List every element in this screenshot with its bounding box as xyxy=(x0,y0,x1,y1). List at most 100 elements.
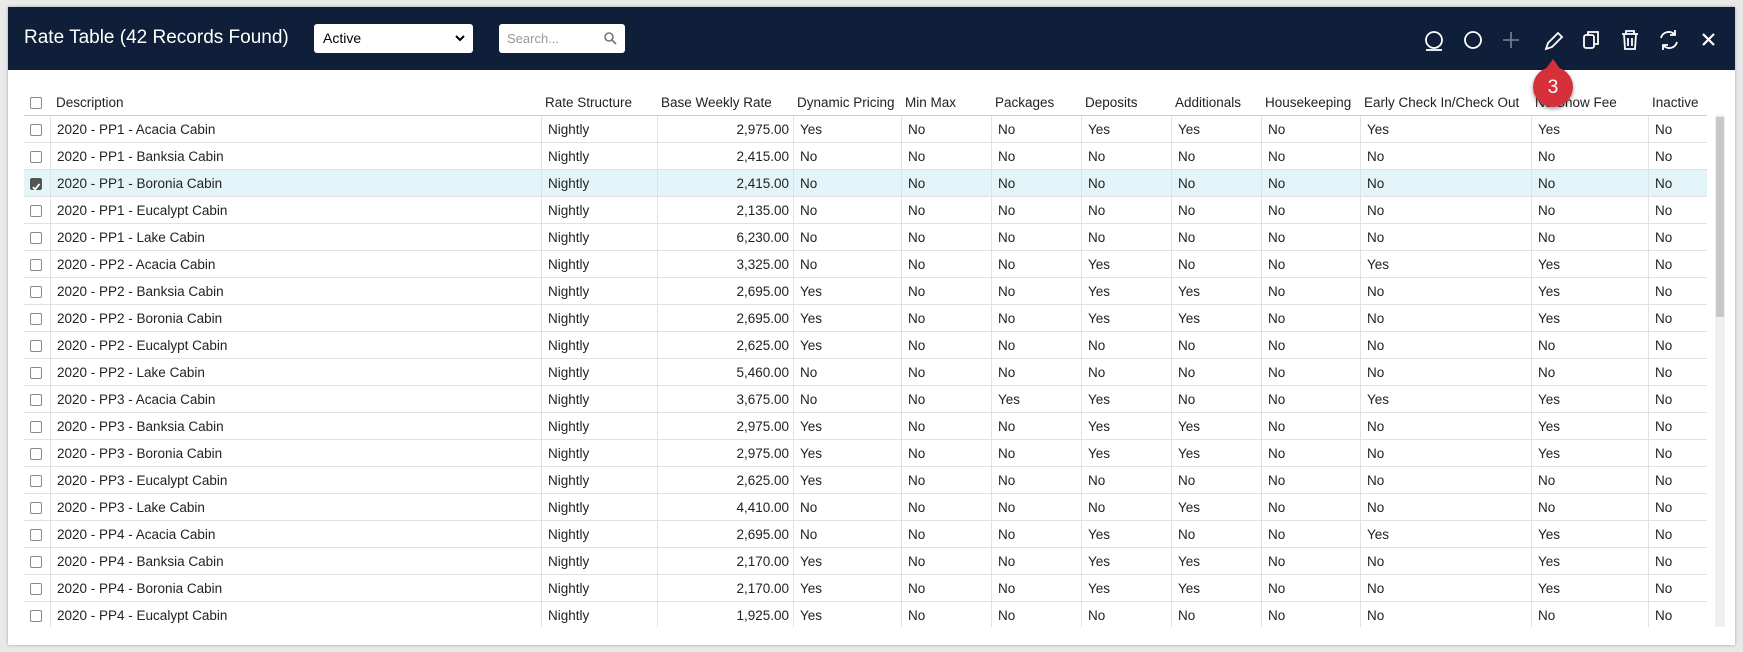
table-cell: No xyxy=(1360,197,1531,224)
table-cell: Yes xyxy=(1081,521,1171,548)
table-cell: No xyxy=(991,413,1081,440)
table-row[interactable]: 2020 - PP1 - Banksia Cabin Nightly 2,415.0… xyxy=(24,143,1707,170)
table-cell: No xyxy=(1171,197,1261,224)
table-row[interactable]: 2020 - PP4 - Acacia Cabin Nightly 2,695.00… xyxy=(24,521,1707,548)
table-row[interactable]: 2020 - PP3 - Boronia Cabin Nightly 2,975.0… xyxy=(24,440,1707,467)
copy-button[interactable] xyxy=(1583,31,1599,49)
table-cell: Yes xyxy=(1360,386,1531,413)
column-header: Min Max xyxy=(905,95,957,110)
row-checkbox[interactable] xyxy=(30,502,42,514)
table-row[interactable]: 2020 - PP3 - Lake Cabin Nightly 4,410.00 No… xyxy=(24,494,1707,521)
table-cell: No xyxy=(793,494,901,521)
circle-button[interactable] xyxy=(1464,31,1482,49)
row-checkbox[interactable] xyxy=(30,475,42,487)
table-cell: 2,415.00 xyxy=(657,170,793,197)
column-header: Deposits xyxy=(1085,95,1138,110)
table-cell: 3,325.00 xyxy=(657,251,793,278)
table-cell: 6,230.00 xyxy=(657,224,793,251)
table-cell: No xyxy=(1531,602,1648,627)
table-row[interactable]: 2020 - PP1 - Lake Cabin Nightly 6,230.00 No… xyxy=(24,224,1707,251)
row-checkbox[interactable] xyxy=(30,556,42,568)
row-checkbox[interactable] xyxy=(30,448,42,460)
row-checkbox[interactable] xyxy=(30,178,42,191)
table-row[interactable]: 2020 - PP2 - Lake Cabin Nightly 5,460.00 No… xyxy=(24,359,1707,386)
table-row[interactable]: 2020 - PP1 - Eucalypt Cabin Nightly 2,135.… xyxy=(24,197,1707,224)
table-cell: No xyxy=(1261,116,1360,143)
row-checkbox[interactable] xyxy=(30,313,42,325)
row-checkbox[interactable] xyxy=(30,259,42,271)
table-cell: 2,695.00 xyxy=(657,278,793,305)
table-cell: No xyxy=(1081,143,1171,170)
row-checkbox[interactable] xyxy=(30,232,42,244)
row-checkbox[interactable] xyxy=(30,394,42,406)
table-cell: No xyxy=(1261,494,1360,521)
table-row[interactable]: 2020 - PP2 - Boronia Cabin Nightly 2,695.0… xyxy=(24,305,1707,332)
row-checkbox[interactable] xyxy=(30,340,42,352)
table-cell: 2020 - PP3 - Boronia Cabin xyxy=(50,440,541,467)
row-checkbox[interactable] xyxy=(30,367,42,379)
table-row[interactable]: 2020 - PP3 - Banksia Cabin Nightly 2,975.0… xyxy=(24,413,1707,440)
table-cell: 2020 - PP3 - Lake Cabin xyxy=(50,494,541,521)
table-cell: 2020 - PP2 - Boronia Cabin xyxy=(50,305,541,332)
select-all-checkbox[interactable] xyxy=(30,97,42,109)
table-cell: No xyxy=(1261,278,1360,305)
table-cell: No xyxy=(901,332,991,359)
row-checkbox[interactable] xyxy=(30,151,42,163)
table-cell: No xyxy=(1648,116,1707,143)
search-box[interactable]: Search... xyxy=(499,24,625,53)
table-cell: No xyxy=(1081,602,1171,627)
table-cell: No xyxy=(991,467,1081,494)
table-cell: No xyxy=(1261,332,1360,359)
table-cell: Nightly xyxy=(541,251,657,278)
status-filter[interactable]: Active xyxy=(314,24,473,53)
table-cell: No xyxy=(1081,494,1171,521)
table-cell: 2020 - PP1 - Lake Cabin xyxy=(50,224,541,251)
close-button[interactable] xyxy=(1702,33,1715,46)
table-cell: No xyxy=(1360,440,1531,467)
table-cell: No xyxy=(991,197,1081,224)
table-row[interactable]: 2020 - PP4 - Boronia Cabin Nightly 2,170.0… xyxy=(24,575,1707,602)
table-row[interactable]: 2020 - PP2 - Banksia Cabin Nightly 2,695.0… xyxy=(24,278,1707,305)
table-row[interactable]: 2020 - PP2 - Eucalypt Cabin Nightly 2,625.… xyxy=(24,332,1707,359)
table-row[interactable]: 2020 - PP1 - Boronia Cabin Nightly 2,415.0… xyxy=(24,170,1707,197)
table-row[interactable]: 2020 - PP3 - Eucalypt Cabin Nightly 2,625.… xyxy=(24,467,1707,494)
table-cell: Yes xyxy=(1081,575,1171,602)
table-cell: No xyxy=(793,170,901,197)
row-checkbox[interactable] xyxy=(30,286,42,298)
table-cell: No xyxy=(1261,440,1360,467)
row-checkbox[interactable] xyxy=(30,421,42,433)
table-cell: Yes xyxy=(1081,386,1171,413)
delete-button[interactable] xyxy=(1622,30,1638,50)
table-cell: No xyxy=(1081,170,1171,197)
column-header: Rate Structure xyxy=(545,95,633,110)
row-checkbox[interactable] xyxy=(30,583,42,595)
edit-button[interactable] xyxy=(1544,31,1564,51)
table-cell: Yes xyxy=(793,116,901,143)
table-cell: No xyxy=(1261,170,1360,197)
table-cell: No xyxy=(1171,359,1261,386)
table-cell: No xyxy=(1081,467,1171,494)
table-cell: Yes xyxy=(793,332,901,359)
rate-button[interactable] xyxy=(1425,31,1443,51)
table-row[interactable]: 2020 - PP4 - Banksia Cabin Nightly 2,170.0… xyxy=(24,548,1707,575)
row-checkbox[interactable] xyxy=(30,610,42,622)
table-cell: No xyxy=(901,548,991,575)
table-cell: No xyxy=(901,197,991,224)
table-cell: No xyxy=(991,359,1081,386)
row-checkbox[interactable] xyxy=(30,205,42,217)
table-row[interactable]: 2020 - PP3 - Acacia Cabin Nightly 3,675.00… xyxy=(24,386,1707,413)
add-button[interactable] xyxy=(1503,32,1519,48)
search-placeholder: Search... xyxy=(507,31,560,46)
row-checkbox[interactable] xyxy=(30,529,42,541)
table-cell: No xyxy=(901,359,991,386)
table-cell: No xyxy=(1081,197,1171,224)
table-cell: Yes xyxy=(793,575,901,602)
refresh-button[interactable] xyxy=(1660,30,1678,50)
row-checkbox[interactable] xyxy=(30,124,42,136)
table-cell: Nightly xyxy=(541,197,657,224)
table-row[interactable]: 2020 - PP4 - Eucalypt Cabin Nightly 1,925.… xyxy=(24,602,1707,627)
table-cell: 5,460.00 xyxy=(657,359,793,386)
table-row[interactable]: 2020 - PP2 - Acacia Cabin Nightly 3,325.00… xyxy=(24,251,1707,278)
dialog: Rate Table (42 Records Found) Active Sea… xyxy=(8,7,1735,645)
table-row[interactable]: 2020 - PP1 - Acacia Cabin Nightly 2,975.00… xyxy=(24,116,1707,143)
